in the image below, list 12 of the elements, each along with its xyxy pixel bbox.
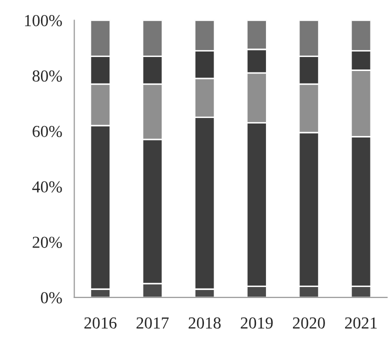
y-tick-label: 0% (40, 292, 62, 304)
y-tick-label: 40% (32, 181, 62, 193)
y-tick-label: 60% (32, 126, 62, 138)
x-tick-label: 2016 (84, 317, 117, 329)
x-tick-label: 2020 (292, 317, 325, 329)
x-tick-label: 2017 (136, 317, 169, 329)
x-tick-label: 2019 (240, 317, 273, 329)
x-tick-label: 2018 (188, 317, 221, 329)
y-tick-label: 20% (32, 236, 62, 248)
x-tick-label: 2021 (345, 317, 377, 329)
y-tick-label: 100% (25, 14, 62, 26)
y-tick-label: 80% (32, 70, 62, 82)
